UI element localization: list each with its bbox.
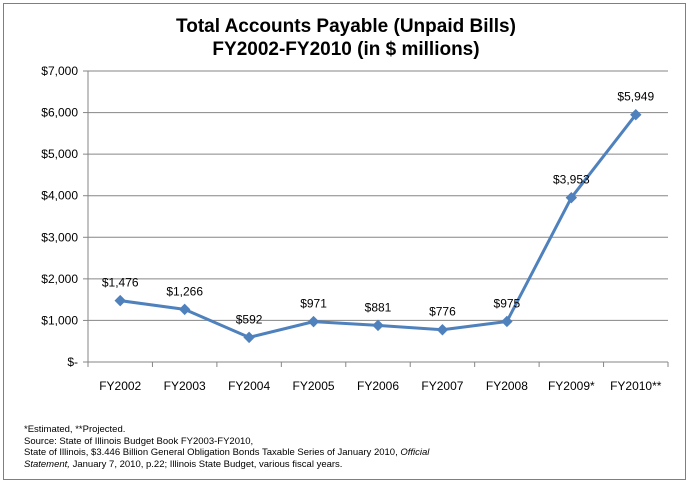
x-tick-label: FY2002 — [99, 379, 141, 393]
data-point-marker — [501, 315, 513, 328]
notes-line-3: State of Illinois, $3.446 Billion Genera… — [24, 447, 674, 459]
notes-line-2: Source: State of Illinois Budget Book FY… — [24, 435, 254, 447]
notes-line-4-text: January 7, 2010, p.22; Illinois State Bu… — [72, 458, 343, 470]
data-label: $592 — [236, 312, 263, 326]
y-tick-label: $- — [67, 355, 78, 369]
data-label: $975 — [494, 296, 521, 310]
notes-line-3-italic: Official — [400, 447, 430, 459]
chart-notes: *Estimated, **Projected. Source: State o… — [24, 424, 674, 470]
data-label: $3,953 — [553, 173, 590, 187]
data-markers — [114, 108, 642, 344]
y-tick-label: $2,000 — [41, 272, 78, 286]
data-label: $776 — [429, 305, 456, 319]
notes-line-4-italic: Statement, — [24, 458, 70, 470]
gridlines — [87, 70, 668, 363]
notes-line-4: Statement, January 7, 2010, p.22; Illino… — [24, 459, 674, 471]
data-point-marker — [565, 191, 578, 204]
y-axis-ticks: $- $1,000 $2,000 $3,000 $4,000 $5,000 $6,000 $7… — [41, 64, 88, 369]
y-tick-label: $7,000 — [41, 64, 78, 78]
data-point-marker — [630, 108, 642, 121]
x-axis-ticks: FY2002 FY2003 FY2004 FY2005 FY2006 FY2007 FY20… — [87, 362, 669, 393]
x-tick-label: FY2007 — [421, 379, 463, 393]
x-tick-label: FY2008 — [486, 379, 528, 393]
data-label: $881 — [365, 300, 392, 314]
chart-title-line-1: Total Accounts Payable (Unpaid Bills) — [176, 16, 516, 37]
data-point-marker — [178, 303, 191, 316]
data-label: $1,476 — [102, 276, 139, 290]
data-point-marker — [114, 294, 126, 307]
line-chart: Total Accounts Payable (Unpaid Bills) FY… — [41, 16, 669, 393]
y-tick-label: $1,000 — [41, 313, 78, 327]
x-tick-label: FY2005 — [293, 379, 335, 393]
y-tick-label: $4,000 — [41, 189, 78, 203]
x-tick-label: FY2006 — [357, 379, 399, 393]
x-tick-label: FY2010** — [610, 379, 662, 393]
data-label: $971 — [300, 297, 327, 311]
x-tick-label: FY2003 — [164, 379, 206, 393]
data-point-marker — [307, 315, 320, 328]
y-tick-label: $6,000 — [41, 106, 78, 120]
x-tick-label: FY2004 — [228, 379, 270, 393]
data-label: $5,949 — [617, 90, 654, 104]
data-labels: $1,476 $1,266 $592 $971 $881 $776 $975 $3,953 $5… — [102, 90, 655, 327]
data-point-marker — [436, 324, 449, 336]
data-point-marker — [243, 331, 255, 344]
data-point-marker — [372, 319, 384, 332]
notes-line-1: *Estimated, **Projected. — [24, 424, 126, 435]
chart-title-line-2: FY2002-FY2010 (in $ millions) — [212, 39, 479, 60]
y-tick-label: $5,000 — [41, 147, 78, 161]
x-tick-label: FY2009* — [548, 379, 595, 393]
data-label: $1,266 — [166, 284, 203, 298]
notes-line-3-text: State of Illinois, $3.446 Billion Genera… — [24, 447, 398, 459]
y-tick-label: $3,000 — [41, 230, 78, 244]
chart-frame: Total Accounts Payable (Unpaid Bills) FY… — [3, 3, 686, 480]
